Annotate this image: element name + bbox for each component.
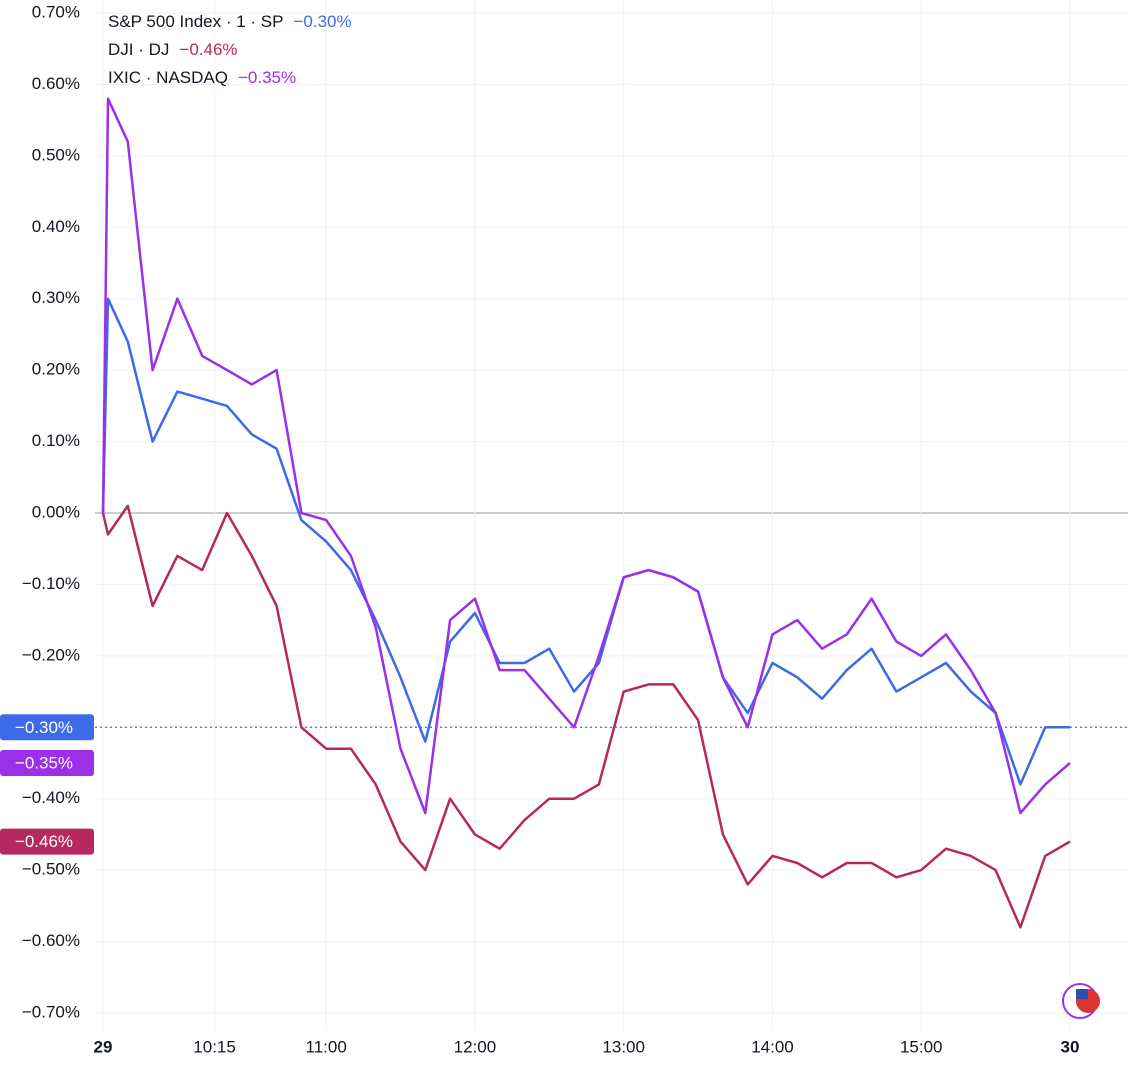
x-tick-label: 29 <box>94 1037 113 1056</box>
last-value-badge <box>0 714 94 741</box>
y-tick-label: −0.50% <box>22 860 80 879</box>
y-tick-label: −0.40% <box>22 788 80 807</box>
y-tick-label: −0.60% <box>22 931 80 950</box>
y-tick-label: 0.30% <box>32 288 80 307</box>
y-tick-label: −0.20% <box>22 645 80 664</box>
y-tick-label: −0.70% <box>22 1002 80 1021</box>
x-tick-label: 30 <box>1061 1037 1080 1056</box>
x-tick-label: 14:00 <box>751 1037 794 1056</box>
x-tick-label: 13:00 <box>602 1037 645 1056</box>
last-value-label: −0.35% <box>15 753 73 772</box>
y-tick-label: 0.50% <box>32 145 80 164</box>
y-tick-label: 0.10% <box>32 431 80 450</box>
x-tick-label: 10:15 <box>193 1037 236 1056</box>
legend-entry: DJI · DJ −0.46% <box>108 40 238 59</box>
legend-name: DJI · DJ <box>108 40 169 59</box>
y-tick-label: 0.60% <box>32 74 80 93</box>
last-value-badge <box>0 828 94 855</box>
legend-value: −0.46% <box>179 40 237 59</box>
icon <box>1062 983 1100 1019</box>
series-line <box>101 297 1070 786</box>
series-line <box>101 504 1071 929</box>
last-value-label: −0.46% <box>15 832 73 851</box>
last-value-badge <box>0 750 94 776</box>
x-tick-label: 12:00 <box>454 1037 497 1056</box>
y-tick-label: 0.40% <box>32 217 80 236</box>
series-line <box>101 97 1071 815</box>
x-tick-label: 11:00 <box>306 1037 347 1056</box>
legend-name: IXIC · NASDAQ <box>108 68 228 87</box>
y-tick-label: 0.20% <box>32 360 80 379</box>
legend-entry: IXIC · NASDAQ −0.35% <box>108 68 296 87</box>
y-tick-label: 0.70% <box>32 2 80 21</box>
last-value-label: −0.30% <box>15 718 73 737</box>
legend-value: −0.30% <box>293 12 351 31</box>
legend-entry: S&P 500 Index · 1 · SP −0.30% <box>108 12 352 31</box>
y-tick-label: 0.00% <box>32 502 80 521</box>
y-tick-label: −0.10% <box>22 574 80 593</box>
x-tick-label: 15:00 <box>900 1037 943 1056</box>
legend-value: −0.35% <box>238 68 296 87</box>
legend-name: S&P 500 Index · 1 · SP <box>108 12 283 31</box>
